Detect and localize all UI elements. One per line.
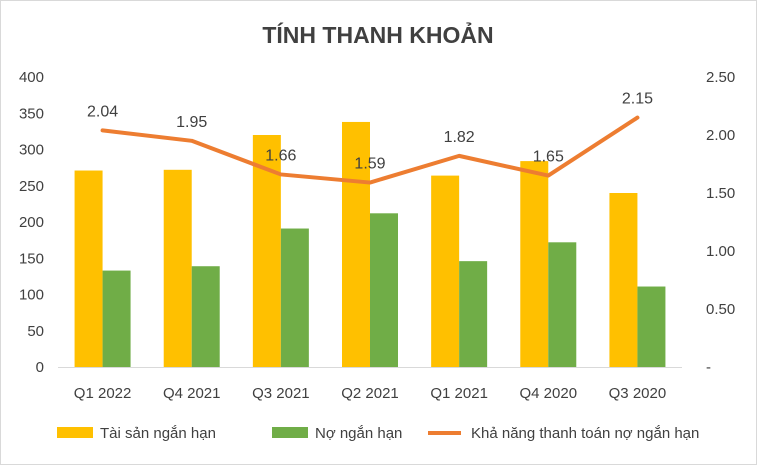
- legend: Tài sản ngắn hạn Nợ ngắn hạn Khả năng than…: [57, 425, 699, 442]
- left-axis-tick-label: 150: [19, 250, 44, 267]
- category-label: Q4 2021: [163, 385, 221, 402]
- bar-current-liabilities: [370, 213, 398, 367]
- data-label: 2.04: [87, 103, 118, 120]
- category-label: Q1 2022: [74, 385, 132, 402]
- bar-current-assets: [431, 175, 460, 367]
- legend-label: Nợ ngắn hạn: [315, 425, 402, 442]
- data-label: 1.65: [533, 149, 564, 166]
- bar-current-liabilities: [637, 286, 666, 367]
- category-label: Q4 2020: [520, 385, 578, 402]
- left-axis-tick-label: 350: [19, 105, 44, 122]
- bar-current-assets: [163, 169, 192, 367]
- right-axis-tick-label: 2.50: [706, 69, 735, 86]
- liquidity-ratio-line: [100, 115, 640, 185]
- legend-swatch: [57, 427, 93, 438]
- bar-current-liabilities: [280, 228, 309, 367]
- bar-current-assets: [342, 121, 370, 367]
- plot-area: 0 50 100 150 200 250 300 350 400 - 0.50 1.00 1.50 2.0…: [19, 69, 735, 402]
- right-axis-tick-label: 1.00: [706, 243, 735, 260]
- left-axis-tick-label: 250: [19, 178, 44, 195]
- left-axis-tick-label: 400: [19, 69, 44, 86]
- category-label: Q2 2021: [341, 385, 399, 402]
- legend-label: Khả năng thanh toán nợ ngắn hạn: [471, 425, 699, 442]
- category-label: Q3 2021: [252, 385, 310, 402]
- bar-current-liabilities: [459, 261, 488, 367]
- left-axis-tick-label: 300: [19, 142, 44, 159]
- right-axis-tick-label: 2.00: [706, 127, 735, 144]
- bar-current-liabilities: [102, 270, 131, 367]
- left-axis-tick-label: 200: [19, 214, 44, 231]
- category-label: Q1 2021: [430, 385, 488, 402]
- right-axis-tick-label: -: [706, 359, 711, 376]
- bar-current-assets: [609, 193, 638, 367]
- data-label: 1.95: [176, 114, 207, 131]
- category-label: Q3 2020: [609, 385, 667, 402]
- bar-current-assets: [74, 170, 103, 367]
- chart-title: TÍNH THANH KHOẢN: [262, 20, 493, 48]
- legend-label: Tài sản ngắn hạn: [100, 425, 216, 442]
- bar-current-liabilities: [191, 266, 220, 367]
- data-label: 1.82: [444, 129, 475, 146]
- left-axis-tick-label: 50: [27, 323, 44, 340]
- data-label: 1.59: [354, 156, 385, 173]
- data-label: 2.15: [622, 91, 653, 108]
- left-axis-tick-label: 0: [36, 359, 44, 376]
- right-axis-tick-label: 0.50: [706, 301, 735, 318]
- bar-current-assets: [520, 161, 549, 367]
- bar-current-liabilities: [548, 242, 577, 367]
- data-label: 1.66: [265, 147, 296, 164]
- left-axis-tick-label: 100: [19, 287, 44, 304]
- legend-swatch: [272, 427, 308, 438]
- right-axis-tick-label: 1.50: [706, 185, 735, 202]
